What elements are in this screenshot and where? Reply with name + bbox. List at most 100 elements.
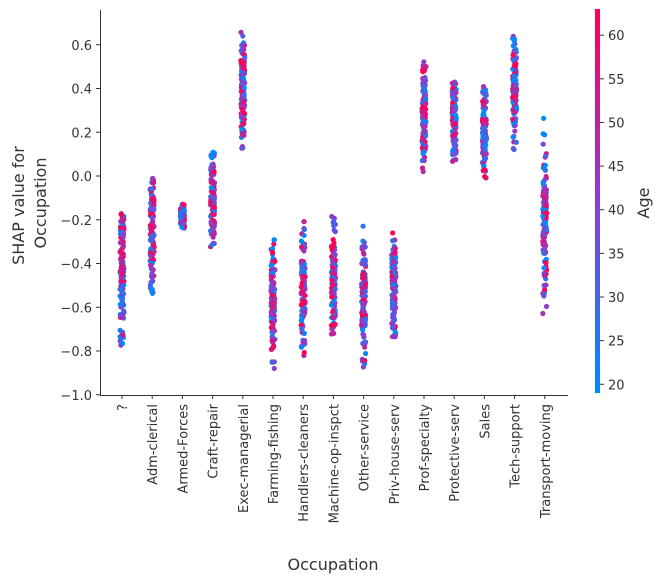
data-point [301, 232, 307, 239]
data-point [543, 203, 549, 209]
data-point [209, 155, 215, 161]
colorbar-tick-label: 35 [608, 247, 625, 262]
data-point [543, 194, 549, 200]
data-point [452, 97, 458, 103]
data-point [360, 271, 367, 277]
data-point [240, 75, 246, 81]
data-point [149, 287, 155, 293]
data-point [332, 228, 338, 235]
data-point [359, 246, 365, 252]
data-point [148, 186, 154, 192]
x-tick-label: Farming-fishing [267, 404, 282, 504]
data-point [389, 277, 395, 284]
data-point [208, 228, 214, 234]
colorbar-tick-label: 45 [608, 160, 625, 175]
colorbar-tick-label: 25 [608, 335, 625, 350]
data-point [270, 285, 276, 291]
data-point [511, 146, 517, 153]
data-point [240, 120, 246, 126]
data-point [240, 98, 246, 104]
data-point [513, 86, 520, 92]
data-point [450, 151, 456, 158]
data-point [391, 263, 398, 269]
data-point [239, 145, 245, 151]
data-point [150, 266, 156, 272]
data-point [117, 301, 123, 308]
data-point [541, 250, 547, 256]
data-point [419, 158, 425, 164]
data-point [150, 175, 156, 182]
data-point [301, 300, 307, 306]
data-point [301, 309, 307, 315]
data-point [210, 195, 216, 201]
x-tick-label: Craft-repair [207, 403, 222, 478]
data-point [210, 179, 216, 185]
data-point [391, 317, 398, 323]
data-point [301, 248, 307, 254]
data-point [299, 244, 305, 250]
data-point [480, 84, 487, 90]
x-tick-label: Prof-specialty [418, 404, 433, 492]
data-point [120, 243, 127, 249]
y-tick-label: 0.6 [71, 39, 92, 54]
data-point [178, 219, 184, 225]
data-point [450, 85, 456, 91]
data-point [210, 211, 216, 217]
data-point [271, 318, 278, 324]
data-point [453, 112, 459, 118]
data-point [511, 63, 517, 69]
data-point [242, 80, 248, 86]
data-point [241, 85, 247, 91]
data-point [208, 219, 214, 226]
data-point [513, 77, 519, 83]
data-point [360, 327, 366, 333]
data-point [269, 249, 276, 255]
data-point [452, 144, 458, 150]
data-point [211, 231, 217, 237]
data-point [329, 294, 335, 300]
data-point [360, 238, 366, 244]
data-point [271, 359, 277, 365]
data-point [300, 289, 306, 295]
data-point [391, 306, 398, 312]
data-point [480, 98, 486, 104]
data-point [362, 357, 368, 364]
x-tick-label: Protective-serv [448, 404, 463, 502]
y-axis-label: SHAP value for Occupation [9, 141, 50, 265]
y-tick-label: 0.0 [71, 170, 92, 185]
data-point [120, 270, 126, 277]
data-point [208, 200, 214, 206]
data-point [421, 59, 427, 65]
data-point [512, 97, 518, 103]
data-point [482, 173, 488, 180]
data-point [510, 134, 516, 140]
data-point [329, 264, 336, 270]
data-point [118, 211, 124, 217]
data-point [540, 310, 546, 317]
data-point [451, 132, 457, 138]
data-point [150, 242, 157, 248]
data-point [362, 344, 368, 350]
data-point [362, 350, 369, 357]
data-point [513, 139, 519, 145]
data-point [512, 128, 518, 134]
data-point [450, 138, 456, 144]
data-point [541, 115, 547, 121]
data-point [269, 292, 275, 298]
data-point [331, 240, 337, 246]
data-point [268, 311, 275, 317]
data-point [389, 273, 395, 280]
data-point [390, 238, 396, 244]
data-point [389, 300, 396, 306]
scatter-points [117, 29, 550, 372]
colorbar-label: Age [634, 188, 653, 219]
data-point [483, 92, 489, 98]
data-point [361, 251, 367, 257]
data-point [211, 240, 217, 247]
data-point [272, 267, 278, 273]
data-point [542, 287, 548, 293]
data-point [452, 107, 458, 113]
data-point [481, 103, 487, 109]
data-point [149, 227, 155, 233]
data-point [117, 240, 124, 246]
